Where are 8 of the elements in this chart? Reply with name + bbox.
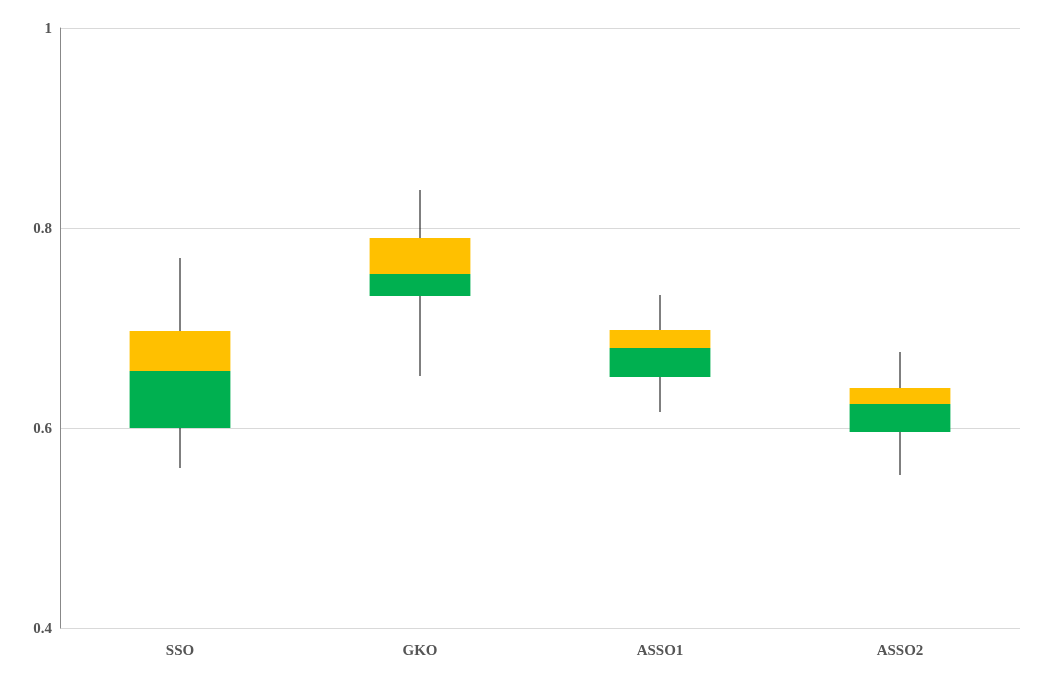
x-tick-label: ASSO2 bbox=[876, 641, 924, 658]
y-tick-label: 0.6 bbox=[33, 420, 53, 436]
y-tick-label: 1 bbox=[44, 20, 52, 36]
x-tick-label: SSO bbox=[165, 641, 195, 658]
x-tick-label: GKO bbox=[402, 641, 438, 658]
x-tick-label: ASSO1 bbox=[636, 641, 684, 658]
y-tick-label: 0.4 bbox=[33, 620, 53, 636]
y-tick-label: 0.8 bbox=[33, 220, 52, 236]
